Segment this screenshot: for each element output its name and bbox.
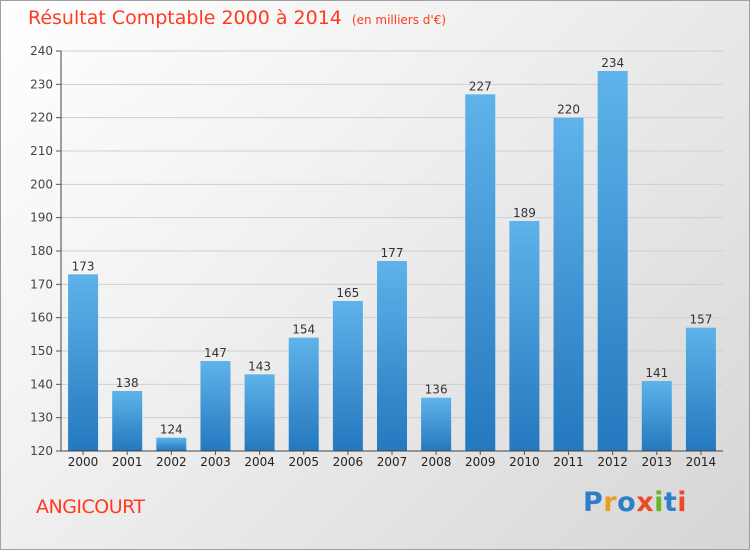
chart-title: Résultat Comptable 2000 à 2014 (en millie… <box>28 7 446 29</box>
commune-name: ANGICOURT <box>36 496 145 518</box>
bar-value-label: 177 <box>381 246 404 260</box>
x-tick-label: 2009 <box>465 455 496 469</box>
bar-value-label: 165 <box>336 286 359 300</box>
bar-value-label: 124 <box>160 423 183 437</box>
y-tick-label: 210 <box>30 144 53 158</box>
bar <box>509 221 540 451</box>
bar <box>332 301 363 451</box>
bar <box>421 397 452 451</box>
chart-subtitle: (en milliers d'€) <box>351 13 447 27</box>
logo-letter: r <box>603 487 618 518</box>
bar-value-label: 143 <box>248 359 271 373</box>
x-tick-label: 2012 <box>597 455 628 469</box>
x-tick-label: 2001 <box>112 455 143 469</box>
bar <box>68 274 99 451</box>
bar <box>465 94 496 451</box>
y-tick-label: 220 <box>30 111 53 125</box>
bar <box>641 381 672 451</box>
bar-value-label: 147 <box>204 346 227 360</box>
y-tick-label: 120 <box>30 444 53 458</box>
x-tick-label: 2008 <box>421 455 452 469</box>
bar-value-label: 138 <box>116 376 139 390</box>
y-tick-label: 240 <box>30 44 53 58</box>
x-tick-label: 2010 <box>509 455 540 469</box>
bar <box>244 374 275 451</box>
logo-letter: x <box>636 487 655 518</box>
logo-letter: o <box>617 487 637 518</box>
logo-letter: t <box>663 487 678 518</box>
bar-value-label: 227 <box>469 79 492 93</box>
x-tick-label: 2003 <box>200 455 231 469</box>
logo-letter: i <box>677 487 688 518</box>
logo-letter: i <box>654 487 664 518</box>
x-tick-label: 2006 <box>333 455 364 469</box>
x-tick-label: 2000 <box>68 455 99 469</box>
bar-value-label: 141 <box>645 366 668 380</box>
y-tick-label: 160 <box>30 311 53 325</box>
bar <box>156 437 187 451</box>
x-tick-label: 2002 <box>156 455 187 469</box>
bar <box>377 261 407 451</box>
x-tick-label: 2011 <box>553 455 584 469</box>
x-tick-label: 2005 <box>288 455 319 469</box>
bar-value-label: 157 <box>689 313 712 327</box>
axes: 120 130 140 150 160 170 180 190 200 210 220 230 240 2… <box>30 44 723 469</box>
logo-letter: P <box>583 487 604 518</box>
chart-title-text: Résultat Comptable 2000 à 2014 <box>28 7 342 29</box>
y-tick-label: 230 <box>30 77 53 91</box>
bar-value-label: 220 <box>557 103 580 117</box>
bar-value-label: 189 <box>513 206 536 220</box>
bars: 173 138 124 147 143 154 165 177 136 227 189 220 234 1… <box>68 56 716 452</box>
y-tick-label: 150 <box>30 344 53 358</box>
x-tick-label: 2013 <box>642 455 673 469</box>
x-tick-label: 2004 <box>244 455 275 469</box>
bar <box>200 361 231 451</box>
bar-value-label: 234 <box>601 56 624 70</box>
bar-value-label: 136 <box>425 383 448 397</box>
x-tick-label: 2014 <box>686 455 717 469</box>
y-tick-label: 170 <box>30 277 53 291</box>
bar-value-label: 154 <box>292 323 315 337</box>
proxiti-logo: Proxiti <box>583 487 687 518</box>
bar <box>112 391 143 451</box>
x-tick-label: 2007 <box>377 455 408 469</box>
bar <box>597 71 628 451</box>
y-tick-label: 190 <box>30 211 53 225</box>
bar <box>553 117 584 452</box>
bar <box>288 337 319 451</box>
y-tick-label: 140 <box>30 377 53 391</box>
y-tick-label: 200 <box>30 177 53 191</box>
bar-value-label: 173 <box>72 259 95 273</box>
y-tick-label: 180 <box>30 244 53 258</box>
y-tick-label: 130 <box>30 411 53 425</box>
bar <box>685 327 716 451</box>
